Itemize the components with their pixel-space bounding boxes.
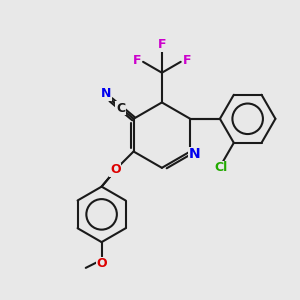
Text: F: F xyxy=(182,54,191,67)
Text: Cl: Cl xyxy=(214,161,227,174)
Text: O: O xyxy=(110,164,121,176)
Text: N: N xyxy=(188,148,200,161)
Text: O: O xyxy=(96,257,107,270)
Text: C: C xyxy=(116,102,125,115)
Text: F: F xyxy=(158,38,166,52)
Text: N: N xyxy=(101,87,111,100)
Text: F: F xyxy=(133,54,141,67)
